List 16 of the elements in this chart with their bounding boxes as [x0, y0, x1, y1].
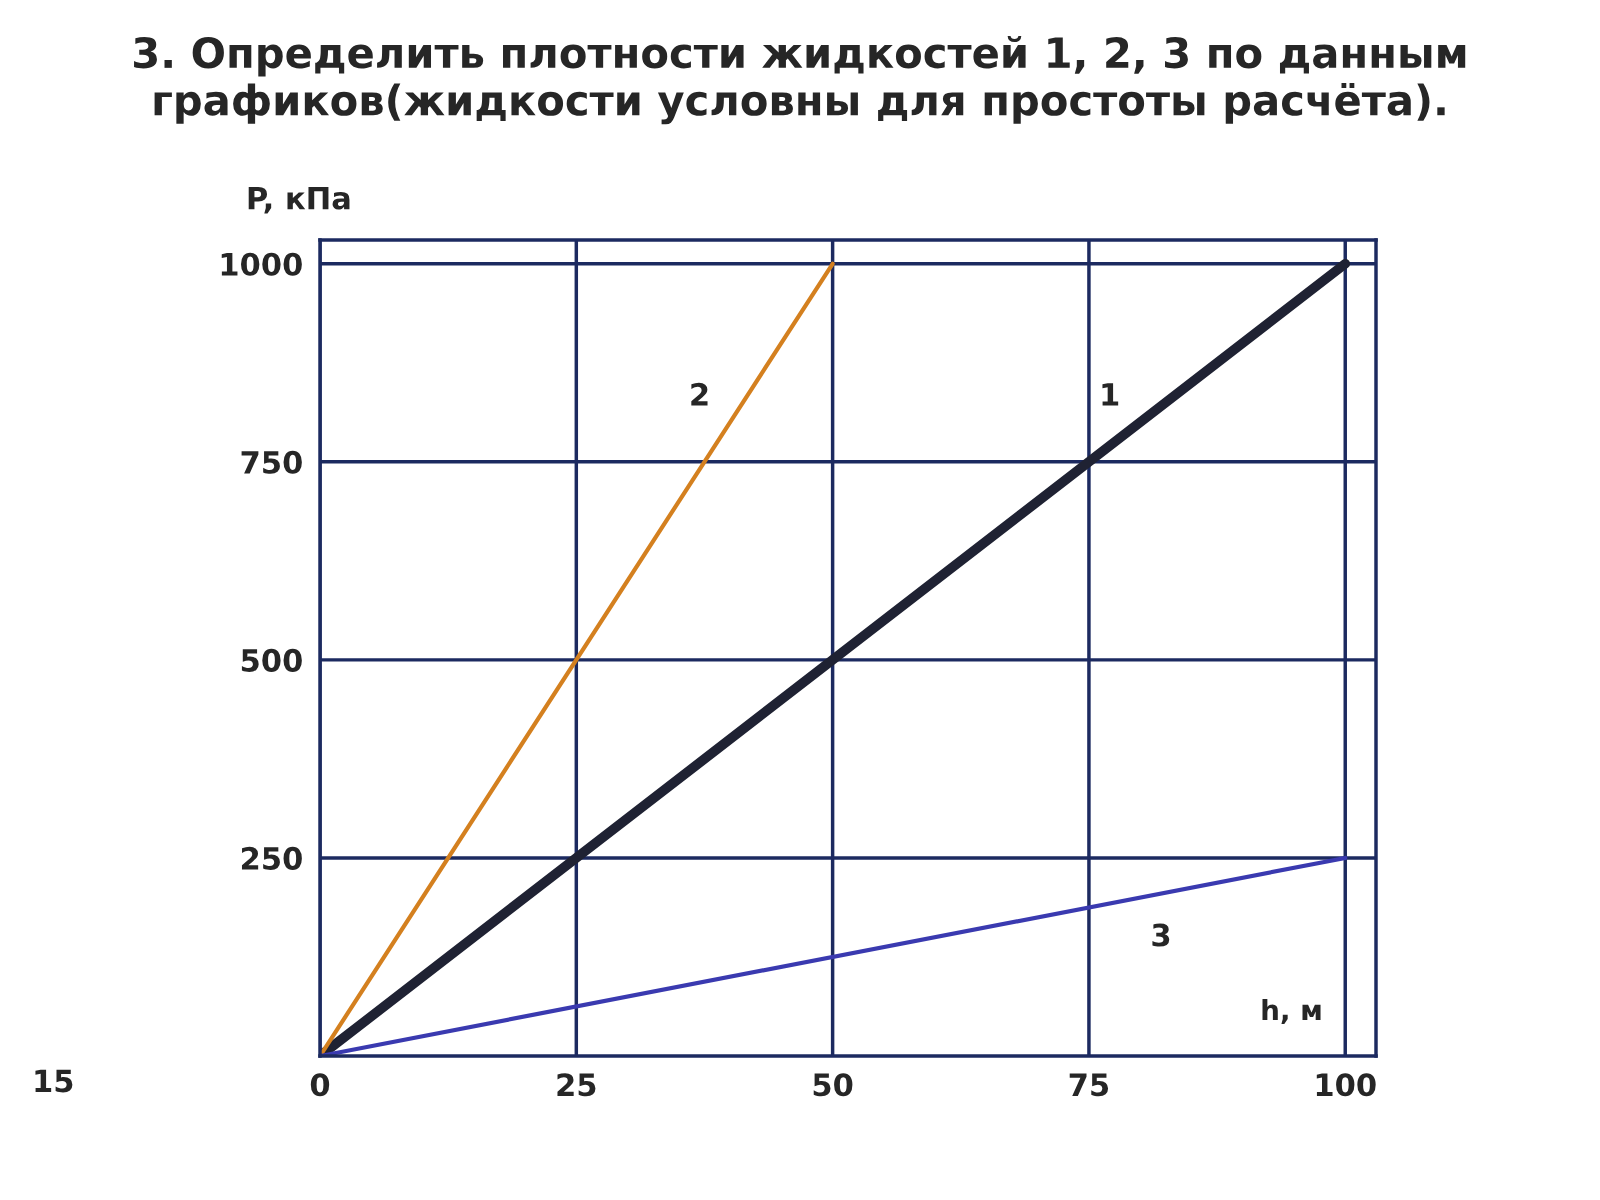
x-tick-label: 25: [557, 1073, 596, 1097]
x-tick-label: 0: [310, 1073, 330, 1097]
y-tick-label: 1000: [221, 252, 302, 276]
y-tick-label: 250: [241, 846, 302, 870]
chart-title: 3. Определить плотности жидкостей 1, 2, 3 по данным графиков(жидкости условны для простоты расчёта).: [134, 36, 1466, 125]
x-axis-title: h, м: [1262, 998, 1321, 1024]
y-axis-title: P, кПа: [248, 186, 350, 214]
x-tick-label: 100: [1316, 1073, 1376, 1097]
y-tick-label: 500: [241, 648, 302, 672]
y-tick-label: 750: [241, 450, 302, 474]
series-label: 1: [1102, 383, 1119, 406]
x-tick-label: 50: [813, 1073, 853, 1097]
x-tick-label: 75: [1069, 1073, 1109, 1097]
text: 15: [35, 1069, 73, 1093]
series-label: 2: [691, 382, 708, 406]
series-label: 3: [1152, 923, 1170, 947]
